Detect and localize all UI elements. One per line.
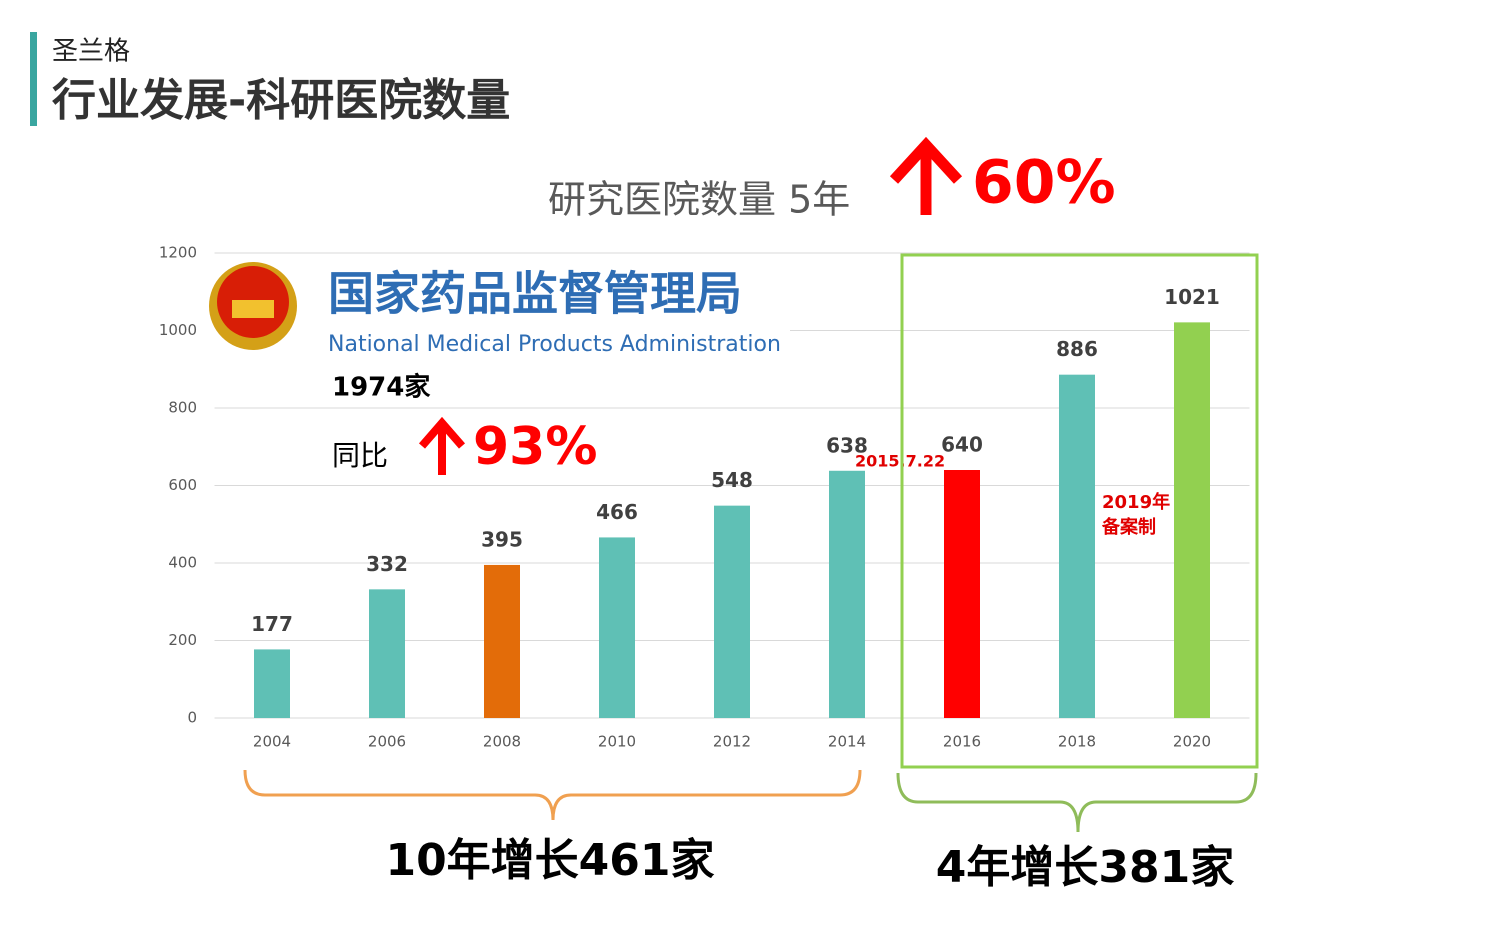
brace: [243, 769, 862, 821]
data-label: 548: [711, 468, 753, 492]
highlight-box: [900, 253, 1259, 769]
emblem-gate: [232, 300, 274, 318]
data-label: 332: [366, 552, 408, 576]
bar: [829, 470, 865, 718]
x-tick-label: 2008: [483, 733, 521, 751]
bar: [1174, 322, 1210, 718]
x-tick-label: 2006: [368, 733, 406, 751]
bar: [369, 589, 405, 718]
callout-change: 93%: [473, 417, 597, 477]
logo: 国家药品监督管理局 National Medical Products Admi…: [205, 255, 790, 360]
x-tick-label: 2010: [598, 733, 636, 751]
brand: 圣兰格: [52, 37, 130, 67]
y-tick-label: 400: [168, 554, 197, 572]
x-tick-label: 2012: [713, 733, 751, 751]
up-arrow: [418, 416, 466, 475]
headline: 研究医院数量 5年: [548, 178, 850, 222]
annotation: 2019年: [1102, 491, 1170, 513]
data-label: 466: [596, 500, 638, 524]
data-label: 640: [941, 433, 983, 457]
x-tick-label: 2018: [1058, 733, 1096, 751]
y-tick-label: 1200: [159, 244, 197, 262]
logo-cn: 国家药品监督管理局: [328, 267, 742, 321]
x-tick-label: 2014: [828, 733, 866, 751]
annotation: 备案制: [1101, 516, 1156, 538]
data-label: 638: [826, 433, 868, 457]
data-label: 1021: [1164, 285, 1220, 309]
logo-bg: [205, 255, 790, 360]
annotation: 2015.7.22: [855, 452, 945, 471]
up-arrow: [889, 136, 963, 215]
data-label: 886: [1056, 337, 1098, 361]
bar: [714, 505, 750, 718]
x-tick-label: 2004: [253, 733, 291, 751]
y-tick-label: 1000: [159, 321, 197, 339]
bar: [1059, 374, 1095, 718]
callout-label: 同比: [332, 439, 388, 472]
headline-change: 60%: [972, 148, 1116, 218]
y-tick-label: 0: [187, 709, 197, 727]
callout-total: 1974家: [332, 372, 430, 403]
y-tick-label: 600: [168, 476, 197, 494]
bar: [599, 537, 635, 718]
summary: 10年增长461家: [385, 835, 714, 886]
accent-bar: [30, 32, 37, 126]
bar: [254, 649, 290, 718]
x-tick-label: 2016: [943, 733, 981, 751]
data-label: 395: [481, 527, 523, 551]
bar: [944, 470, 980, 718]
bar: [484, 564, 520, 718]
slide-title: 行业发展-科研医院数量: [52, 75, 510, 126]
y-tick-label: 200: [168, 631, 197, 649]
y-tick-label: 800: [168, 399, 197, 417]
logo-en: National Medical Products Administration: [328, 332, 781, 357]
x-tick-label: 2020: [1173, 733, 1211, 751]
brace: [896, 772, 1258, 833]
summary: 4年增长381家: [936, 842, 1234, 893]
data-label: 177: [251, 612, 293, 636]
